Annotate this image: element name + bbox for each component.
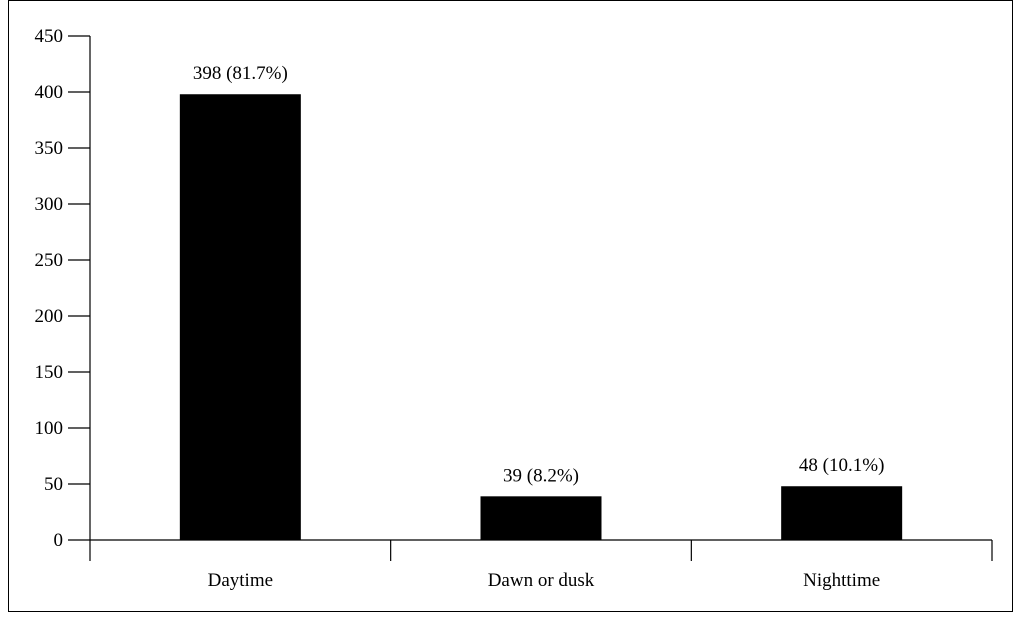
x-axis: Daytime Dawn or dusk Nighttime	[89, 539, 993, 591]
bar-nighttime	[781, 486, 903, 540]
y-tick-label: 250	[35, 250, 64, 271]
bar-daytime	[179, 94, 301, 541]
x-tick-label: Dawn or dusk	[488, 570, 595, 591]
data-label: 39 (8.2%)	[503, 465, 579, 486]
x-tick-label: Nighttime	[803, 570, 880, 591]
data-label: 398 (81.7%)	[193, 63, 288, 84]
y-tick-label: 350	[35, 138, 64, 159]
data-label: 48 (10.1%)	[799, 455, 884, 476]
y-tick-label: 400	[35, 82, 64, 103]
y-tick-label: 0	[54, 530, 64, 551]
y-tick-label: 50	[44, 474, 63, 495]
data-labels: 398 (81.7%) 39 (8.2%) 48 (10.1%)	[193, 63, 885, 486]
y-tick-label: 300	[35, 194, 64, 215]
bar-dawn-or-dusk	[480, 496, 602, 540]
bars	[179, 94, 903, 541]
y-tick-label: 200	[35, 306, 64, 327]
x-tick-label: Daytime	[208, 570, 273, 591]
y-tick-label: 100	[35, 418, 64, 439]
y-tick-label: 150	[35, 362, 64, 383]
y-axis: 0 50 100 150 200 250 300 350 400 450	[35, 26, 91, 551]
y-tick-label: 450	[35, 26, 64, 47]
